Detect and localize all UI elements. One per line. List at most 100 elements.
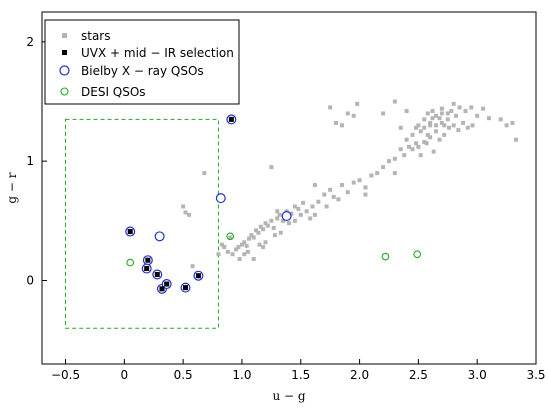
star-point [308,216,313,221]
star-point [239,242,244,247]
star-point [230,252,235,257]
star-point [437,137,442,142]
star-point [328,105,333,110]
star-point [324,204,329,209]
x-tick-label: 3.5 [526,368,545,382]
star-point [375,171,380,176]
star-point [510,120,515,125]
star-point [465,125,470,130]
star-point [269,218,274,223]
legend-label-uvx: UVX + mid − IR selection [81,46,234,60]
star-point [328,187,333,192]
uvx-selection-point [127,229,133,235]
selection-box [65,118,219,329]
star-point [445,111,450,116]
star-point [281,218,286,223]
star-point [414,141,419,146]
x-tick-label: 1.5 [291,368,310,382]
star-point [437,116,442,121]
uvx-selection-point [144,266,150,272]
x-tick-label: 0.5 [174,368,193,382]
plot-frame [41,11,537,365]
star-point [190,264,195,269]
desi-qso-point [413,250,422,259]
star-point [265,223,270,228]
star-point [449,109,454,114]
star-point [404,109,409,114]
star-point [296,206,301,211]
legend: stars UVX + mid − IR selection Bielby X … [44,19,240,105]
y-tick-label: 1 [26,154,34,168]
star-point [442,132,447,137]
uvx-selection-point [182,285,188,291]
x-tick-label: 2.0 [350,368,369,382]
star-point [357,178,362,183]
star-point [406,144,411,149]
x-tick-label: 0 [121,368,129,382]
x-tick-label: 3.0 [468,368,487,382]
uvx-selection-point [154,272,160,278]
star-point [422,140,427,145]
star-point [514,137,519,142]
star-point [316,199,321,204]
star-point [304,209,309,214]
star-point [331,194,336,199]
star-point [339,183,344,188]
star-point [261,227,266,232]
star-point [461,120,466,125]
star-point [428,135,433,140]
star-point [434,123,439,128]
star-point [257,242,262,247]
bielby-qso-point [154,231,165,242]
star-point [369,173,374,178]
star-point [256,230,261,235]
star-point [334,120,339,125]
star-point [470,123,475,128]
star-point [439,106,444,111]
star-point [222,245,227,250]
star-point [430,109,435,114]
star-point [434,113,439,118]
star-point [355,101,360,106]
star-point [277,212,282,217]
star-point [422,125,427,130]
star-point [381,111,386,116]
star-point [247,236,252,241]
star-point [236,245,241,250]
star-point [187,212,192,217]
star-point [263,221,268,226]
star-point [445,117,450,122]
uvx-selection-point [145,257,151,263]
star-point [228,235,233,240]
x-tick-label: 1.0 [232,368,251,382]
star-point [216,252,221,257]
legend-label-desi: DESI QSOs [81,85,146,99]
star-point [301,200,306,205]
star-point [345,111,350,116]
star-point [456,128,461,133]
star-point [486,116,491,121]
star-point [345,190,350,195]
legend-frame [44,19,240,105]
star-point [322,192,327,197]
star-point [392,99,397,104]
uvx-selection-point [164,281,170,287]
star-point [245,249,250,254]
star-point [475,113,480,118]
star-point [258,224,263,229]
star-point [251,235,256,240]
star-point [310,204,315,209]
star-point [424,141,429,146]
star-point [278,230,283,235]
legend-label-stars: stars [81,29,111,43]
star-point [398,125,403,130]
star-point [272,233,277,238]
star-point [363,185,368,190]
star-point [261,245,266,250]
star-point [312,183,317,188]
y-tick-label: 2 [26,35,34,49]
star-point [269,165,274,170]
star-point [431,149,436,154]
y-axis-label: g − r [5,172,19,203]
legend-marker-uvx [62,50,67,55]
